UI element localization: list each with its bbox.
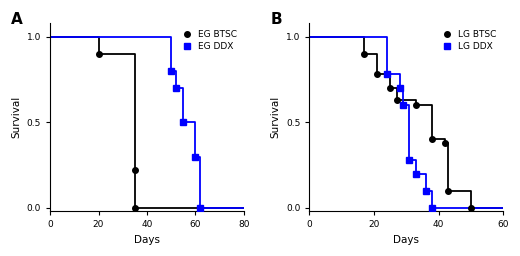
EG BTSC <box>95 52 101 55</box>
LG DDX <box>406 158 412 162</box>
Line: LG BTSC: LG BTSC <box>361 51 474 211</box>
Line: EG BTSC: EG BTSC <box>96 51 138 211</box>
Legend: LG BTSC, LG DDX: LG BTSC, LG DDX <box>436 27 499 54</box>
LG BTSC <box>467 206 474 209</box>
LG BTSC <box>374 73 380 76</box>
Text: A: A <box>11 12 23 27</box>
LG BTSC <box>413 104 419 107</box>
Line: EG DDX: EG DDX <box>168 68 203 211</box>
Y-axis label: Survival: Survival <box>270 96 280 138</box>
LG DDX <box>423 189 429 192</box>
LG BTSC <box>394 99 400 102</box>
EG DDX <box>173 87 179 90</box>
LG DDX <box>397 87 403 90</box>
EG BTSC <box>132 206 138 209</box>
LG DDX <box>429 206 435 209</box>
EG DDX <box>168 69 174 72</box>
EG DDX <box>197 206 203 209</box>
LG BTSC <box>387 87 393 90</box>
Text: B: B <box>270 12 282 27</box>
LG BTSC <box>361 52 368 55</box>
Y-axis label: Survival: Survival <box>11 96 21 138</box>
LG DDX <box>400 104 406 107</box>
LG DDX <box>413 172 419 175</box>
Legend: EG BTSC, EG DDX: EG BTSC, EG DDX <box>176 27 239 54</box>
EG DDX <box>180 121 186 124</box>
EG DDX <box>192 155 199 158</box>
X-axis label: Days: Days <box>134 235 160 245</box>
Line: LG DDX: LG DDX <box>384 71 435 211</box>
LG BTSC <box>429 138 435 141</box>
LG BTSC <box>442 141 448 144</box>
X-axis label: Days: Days <box>393 235 419 245</box>
EG BTSC <box>132 169 138 172</box>
LG BTSC <box>445 189 451 192</box>
LG DDX <box>384 73 390 76</box>
